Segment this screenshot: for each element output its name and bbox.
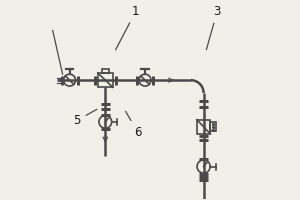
Text: 3: 3	[206, 5, 221, 50]
Bar	[197, 120, 210, 134]
Bar	[101, 69, 109, 73]
Text: 5: 5	[74, 109, 97, 127]
Text: 1: 1	[116, 5, 140, 50]
Bar	[210, 122, 216, 131]
Text: 6: 6	[126, 111, 142, 139]
Bar	[98, 73, 113, 87]
